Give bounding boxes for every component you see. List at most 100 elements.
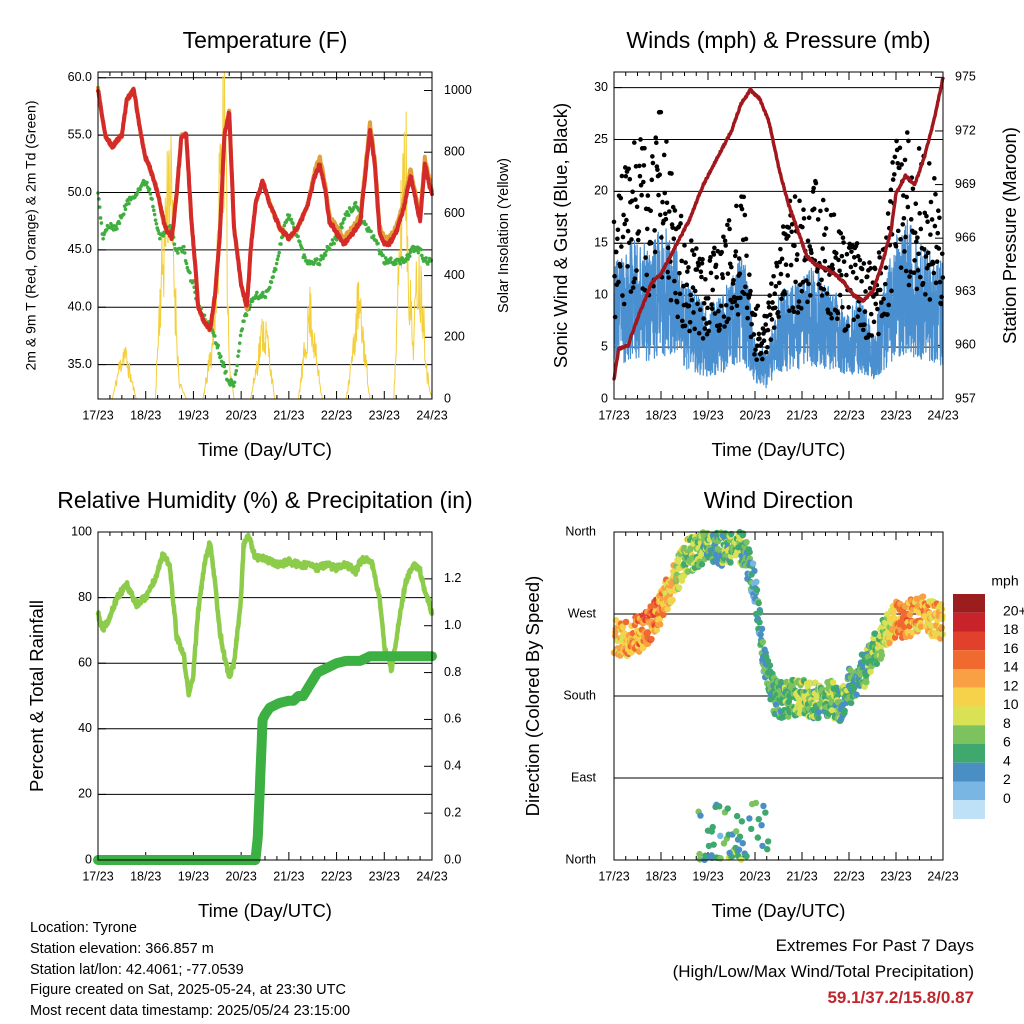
gust-point [696,330,702,336]
gust-point [819,277,824,283]
gust-point [632,140,637,145]
gust-point [908,217,914,222]
direction-point [756,619,763,626]
gust-point [688,238,694,243]
direction-point [871,630,879,637]
dewpoint-point [115,227,119,231]
direction-point [873,660,881,667]
colorbar-swatch [953,687,985,707]
y-tick-right-label: 966 [955,230,976,244]
gust-point [721,314,727,319]
extremes-values: 59.1/37.2/15.8/0.87 [827,988,974,1007]
y-tick-label: 30 [594,80,608,94]
direction-point [696,850,703,858]
direction-point [762,809,769,816]
x-tick-label: 24/23 [416,869,447,883]
direction-point [746,815,753,822]
x-tick-label: 17/23 [598,869,629,883]
gust-point [658,109,664,115]
gust-point [685,269,690,274]
gust-point [677,291,683,297]
y-tick-label: 10 [594,287,608,301]
gust-point [773,305,778,311]
gust-point [741,291,747,297]
dewpoint-point [168,223,172,228]
direction-point [756,609,764,616]
gust-point [854,241,860,246]
y-tick-right-label: 969 [955,177,976,191]
colorbar-swatch [953,594,985,613]
dewpoint-point [104,228,109,232]
gust-point [694,246,699,251]
gust-point [644,272,650,278]
gust-point [723,302,729,308]
gust-point [933,280,939,286]
gust-point [855,314,860,319]
gust-point [829,315,835,321]
dewpoint-point [158,236,162,241]
gust-point [699,261,705,266]
gust-point [813,180,819,186]
gust-point [783,262,789,268]
dewpoint-point [145,180,149,185]
gust-point [661,152,667,158]
gust-point [795,310,801,315]
dewpoint-point [317,262,322,267]
direction-point [759,638,767,646]
gust-point [859,278,864,284]
gust-point [937,215,942,221]
gust-point [690,248,695,253]
y-tick-label: 100 [71,524,92,538]
x-tick-label: 22/23 [833,408,864,422]
dewpoint-point [419,253,424,258]
dewpoint-point [291,221,295,226]
dewpoint-point [98,216,103,220]
gust-point [665,245,671,251]
gust-point [739,206,745,212]
x-tick-label: 18/23 [645,408,676,422]
y-tick-label: 20 [78,787,92,801]
dewpoint-point [342,216,347,221]
gust-point [836,257,841,263]
gust-point [756,331,762,337]
gust-point [892,154,898,160]
gust-point [760,356,765,362]
gust-point [893,243,899,249]
y-axis-label: Sonic Wind & Gust (Blue, Black) [550,103,571,368]
gust-point [806,215,812,221]
gust-point [751,332,757,337]
gust-point [732,299,737,304]
y-tick-label: 15 [594,236,608,250]
gust-point [889,288,894,294]
gust-point [773,284,779,289]
dewpoint-point [248,303,252,307]
dewpoint-point [276,254,281,258]
y-axis-right-label: Solar Insolation (Yellow) [496,158,512,313]
gust-point [701,301,707,306]
gust-point [890,177,896,182]
gust-point [620,293,625,298]
gust-point [683,260,688,265]
gust-point [883,265,889,271]
gust-point [672,208,678,213]
gust-point [618,195,624,201]
gust-point [833,250,839,256]
y-tick-right-label: 0.2 [444,805,461,819]
gust-point [931,270,937,276]
dewpoint-point [222,364,227,369]
direction-point [753,586,761,594]
gust-point [653,135,659,141]
gust-point [712,311,718,316]
dewpoint-point [150,197,154,201]
x-tick-label: 19/23 [178,408,209,422]
gust-point [752,312,758,318]
gust-point [794,257,800,263]
gust-point [697,307,703,313]
gust-point [717,326,722,332]
temperature-panel: Temperature (F) Time (Day/UTC) 2m & 9m T (… [23,27,512,460]
gust-point [861,261,867,266]
gust-point [621,301,627,307]
gust-point [761,338,767,344]
y-tick-label: 0 [601,391,608,405]
dewpoint-point [185,265,190,270]
